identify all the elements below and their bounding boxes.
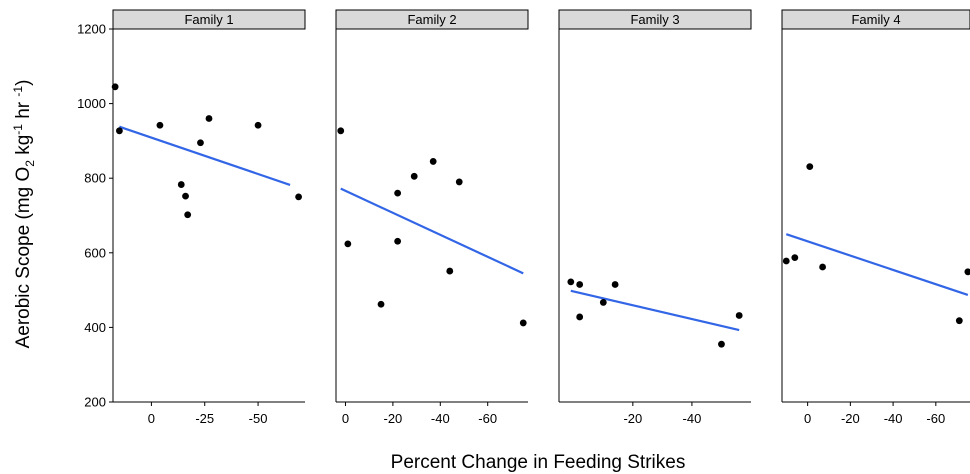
y-tick-label: 800 [84,171,106,186]
data-point [446,267,454,275]
data-point [611,281,619,288]
facet-panel-3: Family 3 -20 -40 [558,9,752,426]
x-tick-label: -20 [383,411,402,426]
data-point [254,121,262,129]
x-tick-label: -40 [431,411,450,426]
y-axis-title-part: -1 [11,124,25,135]
facet-strip-label: Family 3 [630,12,679,27]
data-point [519,319,527,327]
y-axis-title-part: Aerobic Scope (mg O [13,167,34,349]
y-tick-label: 600 [84,245,106,260]
x-tick-label: -60 [478,411,497,426]
y-axis-title: Aerobic Scope (mg O2 kg-1 hr -1) [11,80,37,349]
data-point [337,127,345,135]
y-axis-title-part: kg [13,135,34,160]
x-tick-label: -40 [683,411,702,426]
y-tick-label: 200 [84,395,106,410]
data-point [197,139,204,147]
data-point [344,240,352,248]
x-axis-title: Percent Change in Feeding Strikes [391,452,686,473]
data-point [782,257,790,265]
regression-line [119,125,291,186]
facet-panel-2: Family 2 0 -20 -40 -60 [335,9,529,426]
facet-panel-4: Family 4 0 -20 -40 -60 [781,9,970,426]
facet-strip-label: Family 1 [184,12,233,27]
facet-strip [558,9,752,30]
data-point [116,127,123,135]
data-point [177,181,185,188]
data-point [791,254,799,262]
x-tick-label: -20 [623,411,642,426]
data-point [295,193,302,201]
x-tick-label: -50 [249,411,268,426]
y-tick-label: 1200 [77,22,106,37]
data-point [410,172,418,180]
data-point [377,300,385,308]
data-point [735,312,743,319]
y-axis-title-part: ) [13,80,34,86]
data-point [455,178,463,186]
facet-strip [112,9,306,30]
x-tick-label: 0 [342,411,349,426]
data-point [599,299,607,306]
data-point [964,268,970,276]
data-point [429,158,437,165]
data-point [156,121,164,129]
regression-line [785,233,969,296]
y-tick-label: 400 [84,320,106,335]
x-tick-label: -25 [195,411,214,426]
data-point [111,83,119,91]
facet-panel-1: Family 1 0 -25 -50 [111,9,306,426]
y-axis-title-part: -1 [11,86,25,97]
data-point [394,189,402,197]
data-point [576,313,584,321]
y-tick-label: 1000 [77,96,106,111]
x-tick-label: -20 [841,411,860,426]
y-axis-title-part: 2 [23,160,37,167]
data-point [567,278,575,286]
data-point [806,163,814,171]
data-point [182,192,189,200]
x-tick-label: 0 [804,411,811,426]
facet-strip-label: Family 4 [851,12,900,27]
regression-line [570,289,740,332]
facet-strip [781,9,970,30]
x-tick-label: 0 [148,411,155,426]
data-point [394,237,402,245]
data-point [718,340,725,348]
data-point [184,211,192,219]
data-point [576,281,584,288]
facet-strip [335,9,529,30]
data-point [955,317,963,325]
y-axis-title-part: hr [13,97,34,124]
y-axis: 200 400 600 800 1000 1200 [77,22,113,410]
x-tick-label: -60 [926,411,945,426]
data-point [819,263,826,271]
facet-strip-label: Family 2 [407,12,456,27]
x-tick-label: -40 [884,411,903,426]
regression-line [340,187,524,275]
data-point [205,115,213,122]
